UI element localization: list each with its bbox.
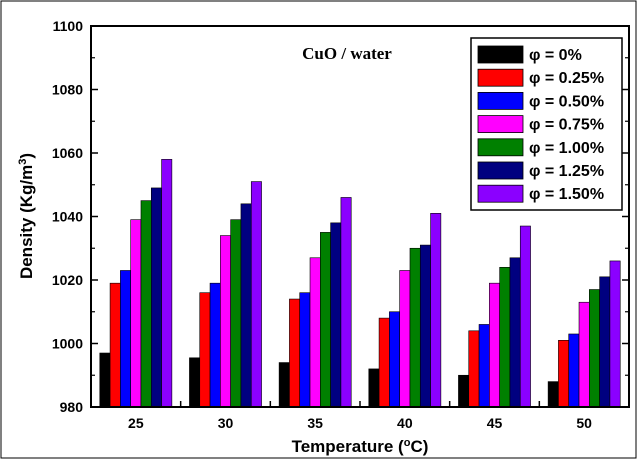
x-tick-label: 35 [307,415,323,431]
bar-25-series-0 [99,352,111,408]
bar-35-series-1 [289,298,301,408]
bar-45-series-2 [478,324,490,408]
chart-annotation: CuO / water [302,44,392,63]
bar-40-series-2 [389,311,400,408]
y-axis-title: Density (Kg/m3) [17,153,36,279]
y-tick-label: 1040 [52,209,83,225]
bars-layer [99,159,621,408]
legend-swatch-6 [477,184,524,203]
legend-swatch-5 [477,161,524,180]
bar-30-series-5 [240,203,252,408]
bar-50-series-2 [568,333,580,408]
bar-40-series-1 [378,317,390,408]
bar-25-series-5 [150,187,162,408]
y-axis-title-main: Density (Kg/m [17,165,36,279]
bar-45-series-5 [509,257,521,408]
legend-swatch-4 [477,138,524,157]
bar-45-series-3 [489,282,500,408]
bar-50-series-0 [547,381,559,408]
bar-35-series-3 [309,257,321,408]
legend-swatch-0 [477,45,524,64]
x-axis-title: Temperature (oC) [292,437,429,456]
bar-45-series-0 [458,374,470,408]
bar-35-series-0 [278,362,290,408]
bar-25-series-2 [120,270,131,408]
legend-swatch-3 [477,115,524,133]
y-tick-label: 1020 [52,272,83,288]
y-tick-label: 1100 [53,18,84,34]
bar-30-series-1 [199,292,211,408]
legend: φ = 0% φ = 0.25% φ = 0.50% φ = 0.75% φ = 1.0… [470,37,623,211]
y-axis-title-sup: 3 [17,159,29,165]
legend-label-4: φ = 1.00% [529,140,604,157]
bar-45-series-4 [499,266,511,408]
bar-35-series-4 [320,232,331,408]
legend-label-3: φ = 0.75% [529,117,604,134]
x-tick-label: 30 [218,415,234,431]
legend-swatch-2 [477,92,524,110]
bar-40-series-3 [399,270,411,408]
legend-swatch-1 [477,68,524,87]
bar-25-series-6 [161,159,173,408]
x-axis-title-main: Temperature ( [292,437,404,456]
x-tick-label: 40 [397,415,413,431]
y-tick-label: 1060 [52,145,83,161]
legend-label-0: φ = 0% [529,47,582,64]
legend-label-2: φ = 0.50% [529,93,604,110]
bar-50-series-4 [589,289,600,408]
bar-40-series-4 [409,247,421,408]
x-tick-label: 25 [128,415,144,431]
x-axis-title-sup: o [404,437,411,449]
legend-label-6: φ = 1.50% [529,186,604,203]
y-tick-label: 1000 [52,336,83,352]
bar-30-series-4 [230,219,242,408]
bar-35-series-5 [330,222,342,408]
y-tick-label: 980 [60,399,84,415]
x-axis-title-tail: C) [410,437,428,456]
bar-40-series-6 [430,213,442,408]
bar-50-series-6 [609,260,621,408]
bar-30-series-2 [209,282,221,408]
bar-50-series-5 [599,276,611,408]
axes-layer: 980 1000 1020 1040 1060 1080 1100 25 30 35 40 45 50 [52,18,630,431]
bar-40-series-5 [419,244,431,408]
bar-45-series-1 [468,330,480,408]
bar-30-series-3 [220,235,231,408]
y-tick-label: 1080 [52,82,83,98]
bar-30-series-6 [250,181,262,408]
x-tick-label: 50 [576,415,592,431]
bar-25-series-4 [140,200,152,408]
bar-45-series-6 [519,225,531,408]
bar-35-series-6 [340,197,352,408]
legend-label-5: φ = 1.25% [529,163,604,180]
legend-label-1: φ = 0.25% [529,70,604,87]
bar-35-series-2 [299,292,311,408]
plot-area [90,25,630,408]
bar-50-series-3 [578,301,590,408]
bar-25-series-1 [109,282,121,408]
y-axis-title-tail: ) [17,153,36,159]
bar-50-series-1 [558,340,570,408]
bar-25-series-3 [130,219,142,408]
x-tick-label: 45 [487,415,503,431]
bar-40-series-0 [368,368,380,408]
bar-30-series-0 [189,357,201,408]
